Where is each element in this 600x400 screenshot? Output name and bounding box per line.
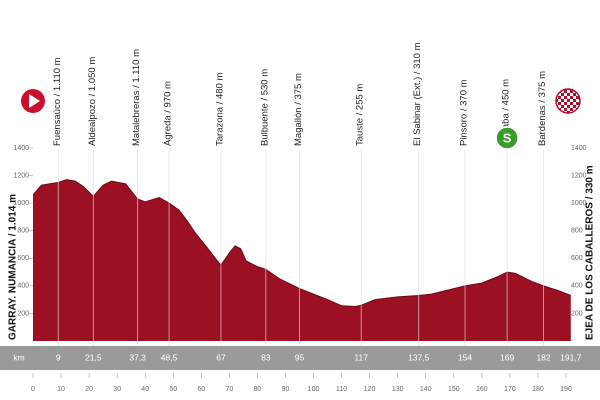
x-tick-label: 20 (85, 386, 93, 393)
km-label: 83 (261, 352, 271, 362)
x-tick-label: 140 (420, 386, 432, 393)
y-tick-label-right: 1200 (571, 172, 587, 179)
waypoint-label: Aldealpozo / 1.050 m (87, 57, 98, 146)
km-label: 48,5 (161, 352, 178, 362)
y-tick-label: 1400 (13, 145, 29, 152)
waypoint-label: Magallón / 375 m (293, 73, 304, 146)
km-label: 169 (500, 352, 514, 362)
waypoint-label: Bulbuente / 530 m (259, 69, 270, 146)
waypoint-label: Pinsoro / 370 m (459, 79, 470, 146)
km-label: 154 (458, 352, 472, 362)
y-tick-label: 1000 (13, 200, 29, 207)
km-label: 37,3 (129, 352, 146, 362)
x-tick-label: 70 (225, 386, 233, 393)
y-tick-label-right: 1400 (571, 145, 587, 152)
y-tick-label: 800 (17, 228, 29, 235)
y-tick-label-right: 600 (571, 255, 583, 262)
x-tick-label: 180 (532, 386, 544, 393)
waypoint-label: Sádaba / 450 m (501, 79, 512, 146)
y-tick-label-right: 200 (571, 310, 583, 317)
x-tick-label: 90 (282, 386, 290, 393)
waypoint-label: Fuensaúco / 1.110 m (52, 57, 63, 146)
y-tick-label: 400 (17, 283, 29, 290)
x-tick-label: 100 (308, 386, 320, 393)
y-tick-label-right: 800 (571, 228, 583, 235)
y-tick-label-right: 400 (571, 283, 583, 290)
waypoint-label: Tarazona / 480 m (214, 73, 225, 146)
km-label: 9 (56, 352, 61, 362)
x-tick-label: 160 (476, 386, 488, 393)
waypoint-label: Bardenas / 375 m (537, 71, 548, 146)
finish-label: EJEA DE LOS CABALLEROS / 330 m (585, 165, 596, 340)
y-tick-label: 200 (17, 310, 29, 317)
x-tick-label: 30 (113, 386, 121, 393)
x-tick-label: 190 (560, 386, 572, 393)
km-label: 137,5 (408, 352, 430, 362)
x-tick-label: 80 (254, 386, 262, 393)
km-label: 182 (536, 352, 550, 362)
y-tick-label-right: 1000 (571, 200, 587, 207)
x-tick-label: 0 (31, 386, 35, 393)
km-bar (0, 346, 600, 370)
x-tick-label: 50 (169, 386, 177, 393)
sprint-label: S (503, 130, 512, 145)
x-tick-label: 170 (504, 386, 516, 393)
x-tick-label: 150 (448, 386, 460, 393)
waypoint-label: Tauste / 255 m (355, 84, 366, 146)
y-tick-label: 600 (17, 255, 29, 262)
x-tick-label: 40 (141, 386, 149, 393)
x-tick-label: 120 (364, 386, 376, 393)
profile-line (32, 179, 571, 308)
y-tick-label: 1200 (13, 172, 29, 179)
waypoint-label: Matalebreras / 1.110 m (131, 49, 142, 146)
km-unit: km (13, 352, 24, 362)
km-label: 95 (295, 352, 305, 362)
km-label: 67 (216, 352, 226, 362)
start-label: GARRAY. NUMANCIA / 1.014 m (8, 194, 19, 340)
waypoint-label: El Sabinar (Ext.) / 310 m (412, 42, 423, 146)
finish-icon (555, 88, 581, 114)
x-tick-label: 10 (57, 386, 65, 393)
sprint-icon (495, 126, 519, 150)
profile-area (33, 179, 571, 341)
x-tick-label: 110 (336, 386, 347, 393)
x-tick-label: 130 (392, 386, 404, 393)
km-label: 191,7 (560, 352, 582, 362)
x-tick-label: 60 (197, 386, 205, 393)
km-label: 21,5 (85, 352, 102, 362)
km-label: 117 (354, 352, 368, 362)
start-icon (21, 89, 45, 113)
waypoint-label: Ágreda / 970 m (163, 81, 174, 146)
